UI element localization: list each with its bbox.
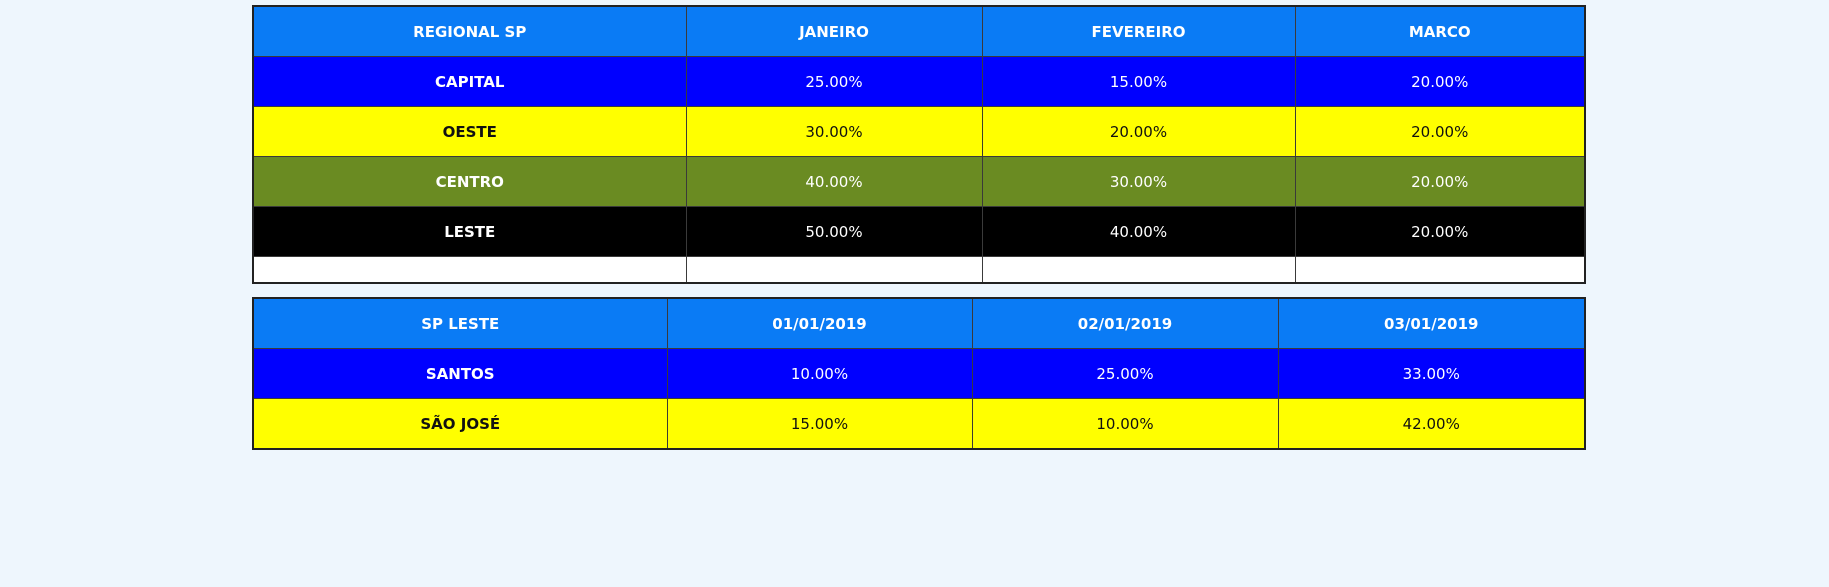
row-label: OESTE: [252, 106, 687, 157]
table-row-leste: LESTE 50.00% 40.00% 20.00%: [252, 206, 1586, 257]
sp-leste-table: SP LESTE 01/01/2019 02/01/2019 03/01/201…: [252, 297, 1586, 450]
column-header-marco: MARCO: [1294, 5, 1586, 57]
table-header-row: SP LESTE 01/01/2019 02/01/2019 03/01/201…: [252, 297, 1586, 349]
row-label: CAPITAL: [252, 56, 687, 107]
column-header-regional: REGIONAL SP: [252, 5, 687, 57]
column-header-fevereiro: FEVEREIRO: [981, 5, 1296, 57]
table-row-sao-jose: SÃO JOSÉ 15.00% 10.00% 42.00%: [252, 398, 1586, 450]
empty-cell: [1294, 256, 1586, 284]
table-cell: 20.00%: [1294, 56, 1586, 107]
column-header-date-3: 03/01/2019: [1277, 297, 1586, 349]
table-cell: 10.00%: [666, 348, 973, 399]
table-cell: 20.00%: [1294, 206, 1586, 257]
empty-cell: [685, 256, 983, 284]
row-label: LESTE: [252, 206, 687, 257]
table-cell: 42.00%: [1277, 398, 1586, 450]
table-row-oeste: OESTE 30.00% 20.00% 20.00%: [252, 106, 1586, 157]
table-cell: 50.00%: [685, 206, 983, 257]
table-cell: 10.00%: [971, 398, 1279, 450]
table-cell: 40.00%: [685, 156, 983, 207]
regional-sp-table: REGIONAL SP JANEIRO FEVEREIRO MARCO CAPI…: [252, 5, 1586, 284]
table-row-centro: CENTRO 40.00% 30.00% 20.00%: [252, 156, 1586, 207]
table-cell: 30.00%: [685, 106, 983, 157]
table-cell: 15.00%: [666, 398, 973, 450]
table-row-santos: SANTOS 10.00% 25.00% 33.00%: [252, 348, 1586, 399]
table-cell: 20.00%: [1294, 106, 1586, 157]
row-label: SÃO JOSÉ: [252, 398, 668, 450]
table-cell: 25.00%: [971, 348, 1279, 399]
column-header-date-1: 01/01/2019: [666, 297, 973, 349]
table-row-empty: [252, 256, 1586, 284]
column-header-janeiro: JANEIRO: [685, 5, 983, 57]
table-cell: 33.00%: [1277, 348, 1586, 399]
table-cell: 15.00%: [981, 56, 1296, 107]
table-cell: 20.00%: [1294, 156, 1586, 207]
empty-cell: [981, 256, 1296, 284]
column-header-date-2: 02/01/2019: [971, 297, 1279, 349]
row-label: CENTRO: [252, 156, 687, 207]
table-row-capital: CAPITAL 25.00% 15.00% 20.00%: [252, 56, 1586, 107]
table-cell: 30.00%: [981, 156, 1296, 207]
row-label: SANTOS: [252, 348, 668, 399]
table-cell: 25.00%: [685, 56, 983, 107]
table-cell: 20.00%: [981, 106, 1296, 157]
table-header-row: REGIONAL SP JANEIRO FEVEREIRO MARCO: [252, 5, 1586, 57]
column-header-sp-leste: SP LESTE: [252, 297, 668, 349]
empty-cell: [252, 256, 687, 284]
table-cell: 40.00%: [981, 206, 1296, 257]
